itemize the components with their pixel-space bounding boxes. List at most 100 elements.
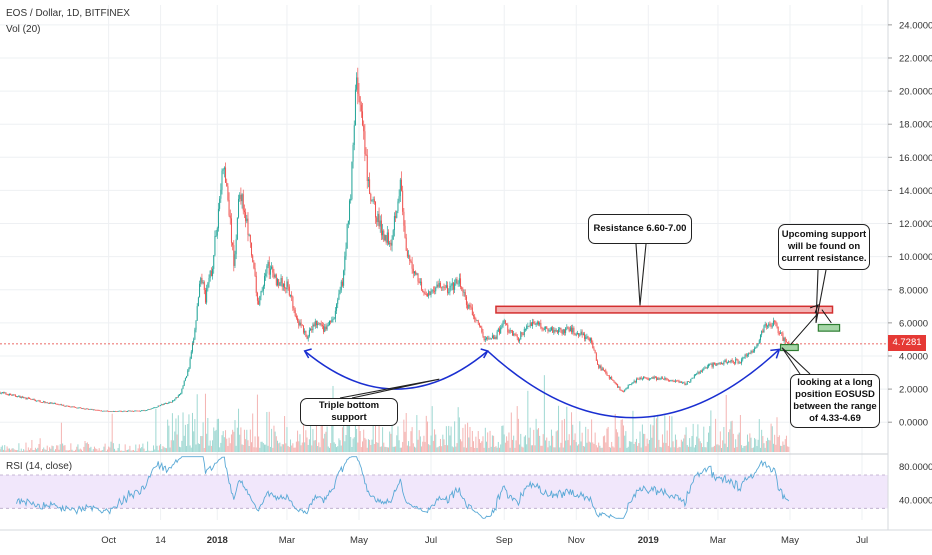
rsi-line [16,456,790,519]
volume-bar [337,446,339,452]
volume-bar [558,405,560,452]
volume-bar [758,419,760,452]
volume-bar [341,427,343,452]
x-tick-label: Nov [568,535,585,546]
volume-bar [130,450,132,452]
volume-bar [475,436,477,452]
candle-body [76,407,78,409]
volume-bar [359,431,361,452]
candle-body [540,323,542,328]
candle-body [765,323,767,327]
volume-bar [637,445,639,452]
volume-bar [423,435,425,452]
candle-body [388,232,389,245]
candle-body [736,359,738,360]
volume-bar [366,447,368,452]
volume-bar [299,434,301,452]
candle-body [44,401,46,403]
candle-body [763,325,765,333]
candle-body [164,403,166,405]
candle-body [687,381,689,382]
volume-bar [579,421,581,452]
volume-bar [127,449,129,452]
candle-body [75,407,77,408]
candle-body [421,281,423,290]
volume-bar [647,443,649,452]
volume-bar [684,434,686,452]
volume-bar [164,447,166,452]
long-position-callout[interactable]: looking at a long position EOSUSD betwee… [790,374,880,428]
candle-body [320,323,322,325]
candle-body [755,347,757,349]
volume-bar [47,450,49,452]
y-tick-label: 16.0000 [899,153,932,164]
candle-body [187,370,189,377]
candle-body [249,234,251,243]
volume-bar [444,444,446,452]
candle-body [308,330,310,337]
candle-body [254,268,256,276]
candle-body [6,394,8,395]
volume-bar [456,443,458,452]
candle-body [282,283,284,287]
volume-bar [437,447,439,452]
candle-body [532,322,534,327]
volume-bar [313,440,315,452]
candle-body [764,323,766,326]
volume-bar [358,409,360,452]
candle-body [550,327,552,331]
candle-body [539,323,541,325]
candle-body [363,125,365,132]
candle-body [586,336,588,338]
candle-body [166,403,167,405]
candle-body [524,328,526,330]
volume-bar [625,431,627,452]
volume-bar [97,450,99,452]
volume-bar [197,443,199,452]
volume-bar [76,446,78,452]
candle-body [530,322,532,327]
volume-bar [266,411,268,452]
volume-bar [400,447,402,452]
volume-bar [170,440,172,452]
volume-bar [425,415,427,452]
volume-bar [419,436,421,452]
volume-bar [331,415,333,452]
volume-bar [219,447,221,452]
candle-body [523,328,525,336]
volume-bar [349,410,351,452]
candle-body [245,212,247,222]
volume-bar [356,428,358,452]
candle-body [331,319,333,323]
volume-bar [284,416,286,452]
volume-bar [134,450,136,452]
upcoming-support-callout[interactable]: Upcoming support will be found on curren… [778,224,870,270]
volume-bar [522,447,524,452]
volume-bar [614,413,616,452]
candle-body [594,350,596,354]
candle-body [560,327,562,330]
volume-bar [784,439,786,452]
volume-bar [382,427,384,452]
volume-bar [588,441,590,452]
volume-bar [718,445,720,452]
candle-body [178,394,180,396]
candle-body [667,379,669,381]
volume-bar [160,444,162,452]
candle-body [632,382,634,384]
resistance-callout[interactable]: Resistance 6.60-7.00 [588,214,692,244]
candle-body [588,338,590,341]
volume-bar [622,425,624,452]
candle-body [575,334,577,336]
volume-bar [772,443,774,452]
volume-bar [191,412,193,452]
volume-bar [158,445,160,452]
volume-bar [540,445,542,452]
volume-bar [580,441,582,452]
candle-body [160,405,162,407]
volume-bar [234,420,236,452]
triple-bottom-callout[interactable]: Triple bottom support [300,398,398,426]
volume-bar [415,447,417,452]
